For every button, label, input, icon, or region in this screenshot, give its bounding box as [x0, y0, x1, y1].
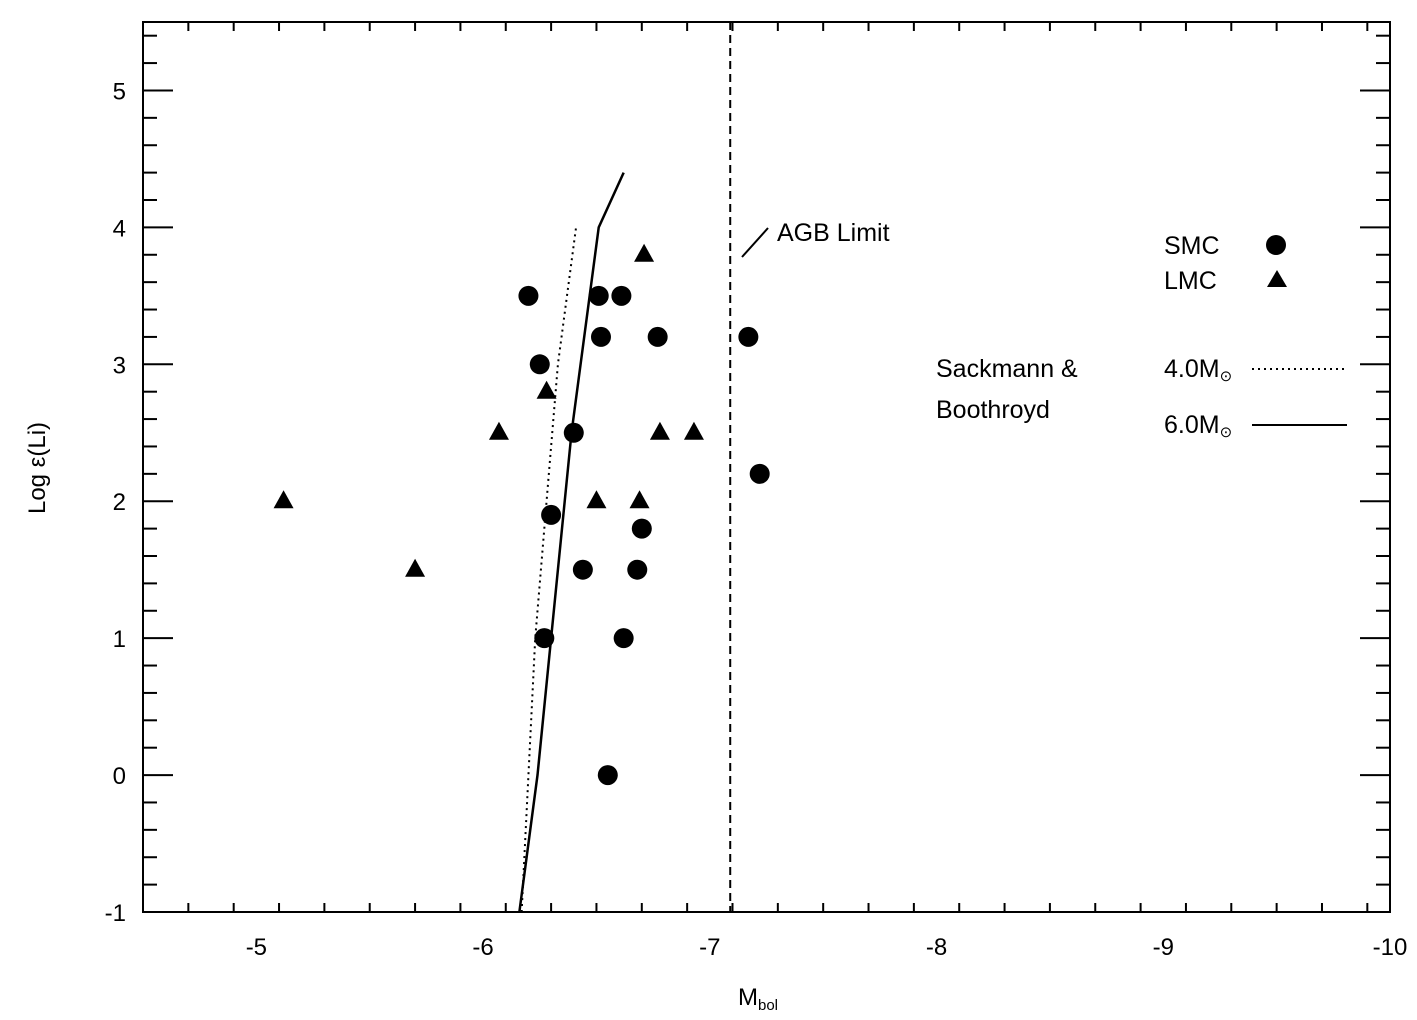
y-tick-label: 0 [113, 763, 126, 790]
y-tick-label: 1 [113, 626, 126, 653]
smc-point [529, 354, 550, 375]
legend-model-4-text: 4.0M [1164, 355, 1220, 383]
smc-point [613, 628, 634, 649]
lmc-point [536, 380, 557, 399]
legend-model-4-label: 4.0M⊙ [1164, 355, 1232, 385]
x-tick-label: -10 [1373, 934, 1408, 961]
lmc-point [649, 421, 670, 440]
model-6-line [518, 172, 625, 913]
smc-point [611, 285, 632, 306]
x-tick-label: -6 [472, 934, 493, 961]
y-tick-label: -1 [105, 900, 126, 927]
legend-model-heading-1: Sackmann & [936, 355, 1078, 383]
smc-point [597, 765, 618, 786]
lmc-point [273, 490, 294, 509]
lmc-point [629, 490, 650, 509]
smc-point [572, 559, 593, 580]
x-axis-label-sub: bol [758, 997, 778, 1014]
legend-lmc-label: LMC [1164, 267, 1217, 295]
model-4-line [520, 227, 578, 913]
smc-point [627, 559, 648, 580]
axis-ticks [142, 22, 1390, 913]
agb-limit-label: AGB Limit [777, 219, 890, 247]
plot-frame [142, 21, 1391, 913]
model-lines [518, 172, 625, 913]
x-axis-label: Mbol [738, 984, 778, 1014]
plot-border [142, 21, 1391, 913]
y-tick-label: 3 [113, 352, 126, 379]
sun-symbol-icon: ⊙ [1220, 424, 1233, 441]
agb-limit-pointer [741, 227, 769, 258]
smc-point [590, 326, 611, 347]
legend-model-6-text: 6.0M [1164, 411, 1220, 439]
lmc-point [405, 558, 426, 577]
x-tick-label: -7 [699, 934, 720, 961]
lmc-point [683, 421, 704, 440]
x-axis-label-main: M [738, 984, 758, 1011]
smc-point [588, 285, 609, 306]
x-tick-label: -8 [926, 934, 947, 961]
legend-lmc-marker [1267, 270, 1287, 287]
x-tick-label: -5 [246, 934, 267, 961]
legend-model-heading-2: Boothroyd [936, 396, 1050, 424]
smc-point [631, 518, 652, 539]
smc-point [534, 628, 555, 649]
smc-point [738, 326, 759, 347]
lmc-point [634, 243, 655, 262]
lmc-point [488, 421, 509, 440]
smc-point [563, 422, 584, 443]
y-tick-label: 5 [113, 78, 126, 105]
smc-point [541, 504, 562, 525]
legend-smc-label: SMC [1164, 232, 1220, 260]
sun-symbol-icon: ⊙ [1220, 368, 1233, 385]
x-tick-label: -9 [1153, 934, 1174, 961]
agb-limit-annotation: AGB Limit [741, 219, 890, 258]
legend: SMC LMC Sackmann & Boothroyd 4.0M⊙ 6.0M⊙ [936, 232, 1347, 441]
smc-point [518, 285, 539, 306]
legend-model-6-label: 6.0M⊙ [1164, 411, 1232, 441]
y-axis-label: Log ε(Li) [24, 422, 51, 514]
y-tick-label: 2 [113, 489, 126, 516]
y-tick-label: 4 [113, 215, 126, 242]
data-points [273, 243, 770, 786]
smc-point [749, 463, 770, 484]
smc-point [647, 326, 668, 347]
lmc-point [586, 490, 607, 509]
legend-smc-marker [1266, 235, 1286, 255]
